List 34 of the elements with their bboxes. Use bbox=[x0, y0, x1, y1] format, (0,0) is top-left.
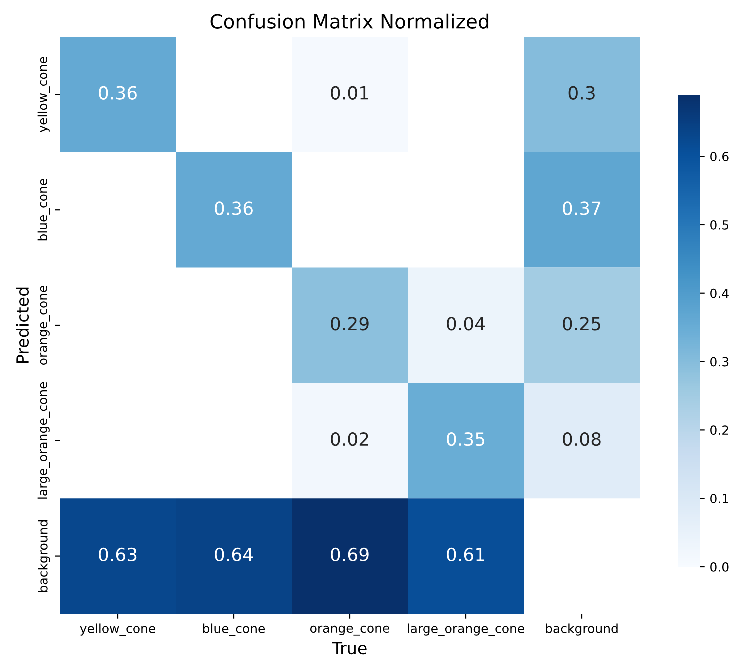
chart-title: Confusion Matrix Normalized bbox=[210, 14, 489, 29]
data-label: 0.36 bbox=[215, 202, 253, 216]
data-label: 0.01 bbox=[331, 86, 368, 100]
color-bar-label: 0.2 bbox=[710, 426, 728, 436]
x-tick-label: background bbox=[546, 624, 618, 636]
y-tick-label: yellow_cone bbox=[38, 57, 50, 132]
data-label: 0.3 bbox=[568, 86, 595, 100]
data-label: 0.37 bbox=[563, 202, 601, 216]
x-tick-label: blue_cone bbox=[203, 624, 266, 636]
color-bar-label: 0.5 bbox=[710, 220, 729, 230]
y-tick-label: blue_cone bbox=[38, 179, 50, 241]
data-label: 0.63 bbox=[99, 548, 137, 562]
x-tick-label: large_orange_cone bbox=[408, 624, 524, 636]
data-label: 0.35 bbox=[447, 432, 485, 446]
x-tick-label: yellow_cone bbox=[80, 624, 156, 636]
color-bar-label: 0.1 bbox=[710, 494, 728, 504]
color-bar-label: 0.3 bbox=[710, 357, 729, 367]
x-tick-label: orange_cone bbox=[310, 626, 390, 636]
data-label: 0.02 bbox=[331, 432, 368, 446]
data-label: 0.29 bbox=[331, 317, 369, 331]
data-label: 0.61 bbox=[447, 548, 484, 562]
data-label: 0.08 bbox=[563, 432, 601, 446]
color-bar-label: 0.6 bbox=[710, 152, 729, 162]
data-label: 0.69 bbox=[331, 548, 369, 562]
y-tick-label: large_orange_cone bbox=[38, 382, 50, 499]
color-bar-label: 0.4 bbox=[710, 288, 729, 298]
color-bar-label: 0.0 bbox=[710, 562, 729, 572]
data-label: 0.04 bbox=[447, 317, 486, 331]
data-label: 0.64 bbox=[215, 548, 254, 562]
y-axis-title: Predicted bbox=[16, 288, 30, 363]
data-label: 0.25 bbox=[563, 317, 601, 331]
y-tick-label: orange_cone bbox=[40, 286, 50, 365]
data-label: 0.36 bbox=[99, 86, 137, 100]
x-axis-title: True bbox=[332, 642, 367, 655]
